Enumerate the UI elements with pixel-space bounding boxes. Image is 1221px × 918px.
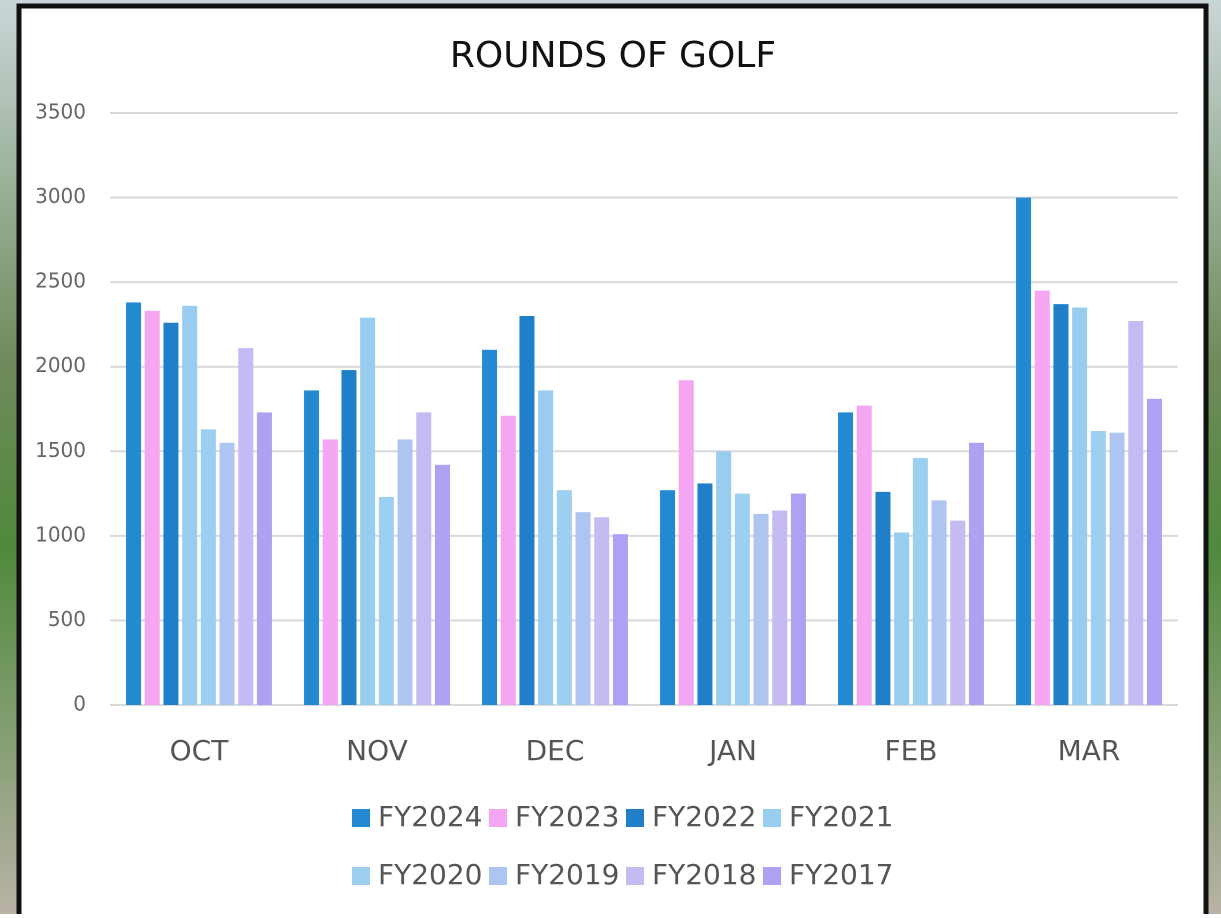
y-tick-label: 1500 <box>35 438 86 462</box>
bar <box>341 370 356 705</box>
bar <box>126 302 141 705</box>
bar <box>1035 291 1050 705</box>
bar <box>163 323 178 705</box>
bar <box>754 514 769 705</box>
bar <box>735 494 750 705</box>
y-tick-label: 3000 <box>35 184 86 208</box>
legend-swatch <box>489 809 507 827</box>
bar <box>182 306 197 705</box>
bar <box>501 416 516 705</box>
legend-label: FY2021 <box>789 800 893 833</box>
legend-label: FY2017 <box>789 858 893 891</box>
bar <box>576 512 591 705</box>
chart: ROUNDS OF GOLF 0 500 1000 1500 2000 2500 3000 3… <box>0 0 1221 914</box>
bar <box>201 429 216 705</box>
legend-swatch <box>626 867 644 885</box>
legend-label: FY2018 <box>652 858 756 891</box>
legend-swatch <box>626 809 644 827</box>
bar <box>932 500 947 705</box>
x-tick-label: OCT <box>170 734 230 767</box>
bar <box>1147 399 1162 705</box>
legend-label: FY2023 <box>515 800 619 833</box>
y-tick-label: 2500 <box>35 269 86 293</box>
legend-swatch <box>489 867 507 885</box>
x-tick-label: MAR <box>1058 734 1121 767</box>
bar <box>435 465 450 705</box>
bar <box>416 412 431 705</box>
bar <box>679 380 694 705</box>
bar <box>304 390 319 705</box>
bar <box>482 350 497 705</box>
bar <box>838 412 853 705</box>
legend-swatch <box>763 809 781 827</box>
bar <box>379 497 394 705</box>
x-tick-label: FEB <box>884 734 937 767</box>
x-tick-label: NOV <box>346 734 408 767</box>
y-tick-label: 3500 <box>35 100 86 124</box>
bar <box>913 458 928 705</box>
bar <box>238 348 253 705</box>
bar <box>538 390 553 705</box>
legend-swatch <box>352 867 370 885</box>
bar <box>519 316 534 705</box>
bar <box>145 311 160 705</box>
bar <box>716 451 731 705</box>
bar <box>1091 431 1106 705</box>
legend-label: FY2020 <box>378 858 482 891</box>
y-tick-label: 2000 <box>35 353 86 377</box>
bar <box>660 490 675 705</box>
bar <box>220 443 235 705</box>
legend-label: FY2022 <box>652 800 756 833</box>
bar <box>950 521 965 705</box>
x-tick-label: DEC <box>526 734 585 767</box>
bar <box>323 439 338 705</box>
page: {"chart_data": {"type": "bar", "title": … <box>0 0 1221 914</box>
y-tick-label: 1000 <box>35 522 86 546</box>
bar <box>1053 304 1068 705</box>
legend-label: FY2019 <box>515 858 619 891</box>
bar <box>772 510 787 705</box>
bar <box>1016 198 1031 705</box>
legend-swatch <box>352 809 370 827</box>
x-tick-label: JAN <box>707 734 757 767</box>
bar <box>398 439 413 705</box>
bar <box>613 534 628 705</box>
bar <box>1128 321 1143 705</box>
bar <box>1110 433 1125 705</box>
bar <box>697 483 712 705</box>
y-tick-label: 500 <box>48 607 86 631</box>
bar <box>360 318 375 705</box>
bar <box>969 443 984 705</box>
bar <box>857 406 872 705</box>
bar <box>257 412 272 705</box>
legend-swatch <box>763 867 781 885</box>
chart-title: ROUNDS OF GOLF <box>450 35 776 76</box>
bar <box>594 517 609 705</box>
y-tick-label: 0 <box>73 692 86 716</box>
legend-label: FY2024 <box>378 800 482 833</box>
bar <box>1072 308 1087 705</box>
bar <box>557 490 572 705</box>
bar <box>894 532 909 705</box>
bar <box>791 494 806 705</box>
bar <box>875 492 890 705</box>
